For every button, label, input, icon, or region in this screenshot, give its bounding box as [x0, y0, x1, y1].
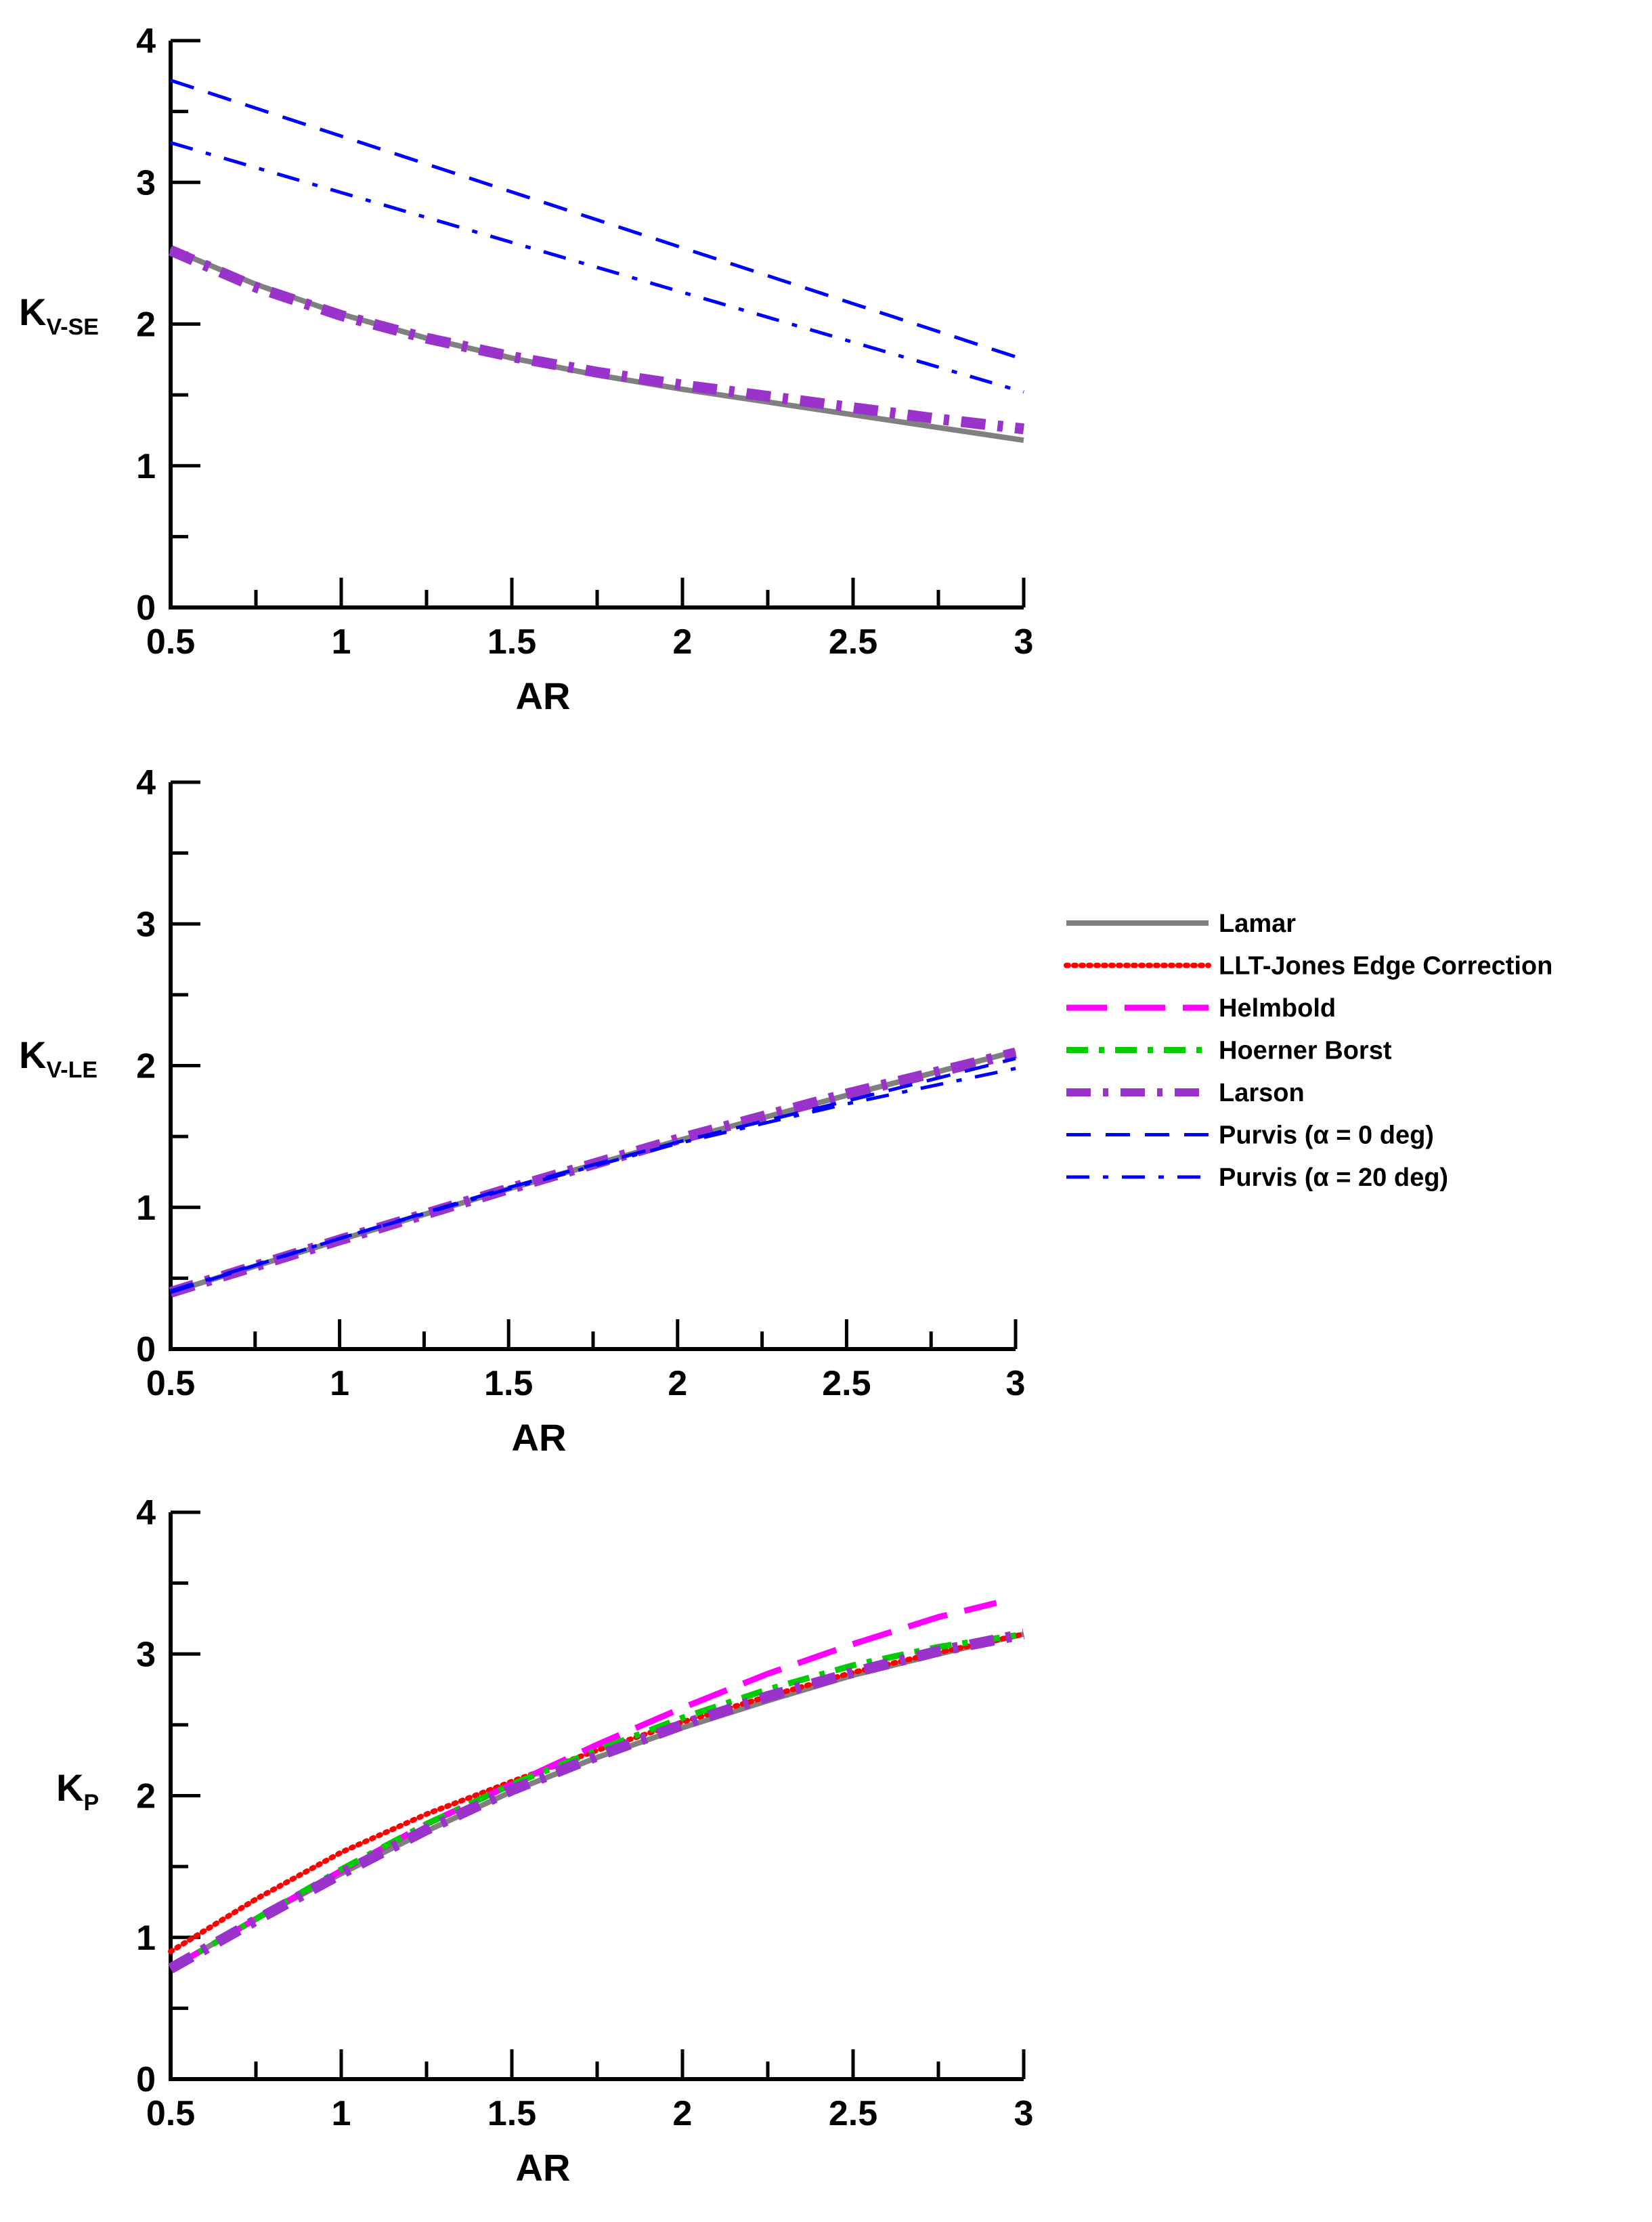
- x-tick-label: 0.5: [146, 1364, 195, 1403]
- y-axis-title: KP: [56, 1766, 99, 1816]
- legend-item: Purvis (α = 20 deg): [1066, 1163, 1448, 1192]
- x-tick-label: 1: [330, 1364, 349, 1403]
- legend-label: LLT-Jones Edge Correction: [1219, 952, 1552, 981]
- x-tick-label: 2: [673, 622, 693, 662]
- x-axis-title: AR: [516, 2146, 571, 2189]
- x-tick-label: 0.5: [146, 2094, 195, 2133]
- legend-item: Larson: [1066, 1079, 1305, 1107]
- x-tick-label: 1.5: [487, 2094, 536, 2133]
- x-tick-label: 1: [332, 2094, 351, 2133]
- series-line: [170, 141, 1024, 394]
- legend-item: Purvis (α = 0 deg): [1066, 1121, 1434, 1150]
- x-tick-label: 3: [1014, 2094, 1034, 2133]
- y-tick-label: 0: [136, 1330, 156, 1369]
- series-line: [170, 1056, 1016, 1294]
- charts: 0.5 1 1.5 2 2.5 3 0 1 2 3 4 AR KV-SE 0.5 1 1.5 2 2.5 3 0 1 2 3…: [19, 22, 1033, 2189]
- legend-label: Purvis (α = 20 deg): [1219, 1163, 1448, 1192]
- legend-label: Purvis (α = 0 deg): [1219, 1121, 1434, 1150]
- y-tick-label: 1: [136, 1189, 156, 1228]
- x-tick-label: 3: [1006, 1364, 1026, 1403]
- x-tick-label: 2.5: [822, 1364, 871, 1403]
- x-tick-label: 0.5: [146, 622, 195, 662]
- series-line: [169, 1631, 1024, 1971]
- y-tick-label: 3: [136, 1635, 156, 1674]
- y-tick-label: 0: [136, 2060, 156, 2099]
- series-line: [168, 245, 1024, 435]
- x-tick-label: 3: [1014, 622, 1034, 662]
- legend: Lamar LLT-Jones Edge Correction Helmbold Ho…: [1064, 910, 1552, 1192]
- y-tick-label: 1: [136, 1919, 156, 1958]
- y-tick-label: 1: [136, 447, 156, 486]
- legend-label: Hoerner Borst: [1219, 1037, 1392, 1065]
- chart-1: 0.5 1 1.5 2 2.5 3 0 1 2 3 4 AR KV-SE: [19, 22, 1033, 717]
- y-tick-label: 4: [136, 1493, 156, 1533]
- series-line: [170, 1067, 1016, 1293]
- legend-label: Lamar: [1219, 910, 1296, 938]
- x-tick-label: 1.5: [484, 1364, 533, 1403]
- y-tick-label: 2: [136, 1047, 156, 1086]
- y-tick-label: 4: [136, 763, 156, 803]
- y-tick-label: 4: [136, 22, 156, 61]
- series-line: [170, 79, 1024, 362]
- x-tick-label: 2: [668, 1364, 687, 1403]
- x-tick-label: 1.5: [487, 622, 536, 662]
- x-axis-title: AR: [516, 675, 571, 717]
- x-tick-label: 2.5: [829, 2094, 877, 2133]
- legend-item: Hoerner Borst: [1066, 1037, 1392, 1065]
- series-line: [169, 246, 1024, 444]
- x-tick-label: 1: [332, 622, 351, 662]
- y-tick-label: 2: [136, 305, 156, 345]
- series-line: [169, 1631, 1024, 1971]
- x-tick-label: 2.5: [829, 622, 877, 662]
- axis-frame: [169, 782, 1016, 1351]
- chart-2: 0.5 1 1.5 2 2.5 3 0 1 2 3 4 AR KV-LE: [19, 763, 1025, 1459]
- legend-label: Larson: [1219, 1079, 1305, 1107]
- chart-3: 0.5 1 1.5 2 2.5 3 0 1 2 3 4 AR KP: [56, 1493, 1033, 2189]
- axis-frame: [169, 41, 1024, 610]
- legend-item: Helmbold: [1066, 994, 1336, 1023]
- series-line: [169, 1600, 997, 1971]
- series-line: [168, 1629, 1025, 1973]
- x-tick-label: 2: [673, 2094, 693, 2133]
- x-axis-title: AR: [512, 1416, 567, 1459]
- y-axis-title: KV-SE: [19, 291, 99, 340]
- y-tick-label: 2: [136, 1777, 156, 1816]
- legend-label: Helmbold: [1219, 994, 1336, 1023]
- y-tick-label: 3: [136, 905, 156, 944]
- series-line: [168, 1631, 1026, 1954]
- y-axis-title: KV-LE: [19, 1033, 97, 1083]
- legend-item: Lamar: [1066, 910, 1296, 938]
- y-tick-label: 3: [136, 163, 156, 202]
- legend-item: LLT-Jones Edge Correction: [1064, 952, 1552, 981]
- y-tick-label: 0: [136, 589, 156, 628]
- axis-frame: [169, 1512, 1024, 2081]
